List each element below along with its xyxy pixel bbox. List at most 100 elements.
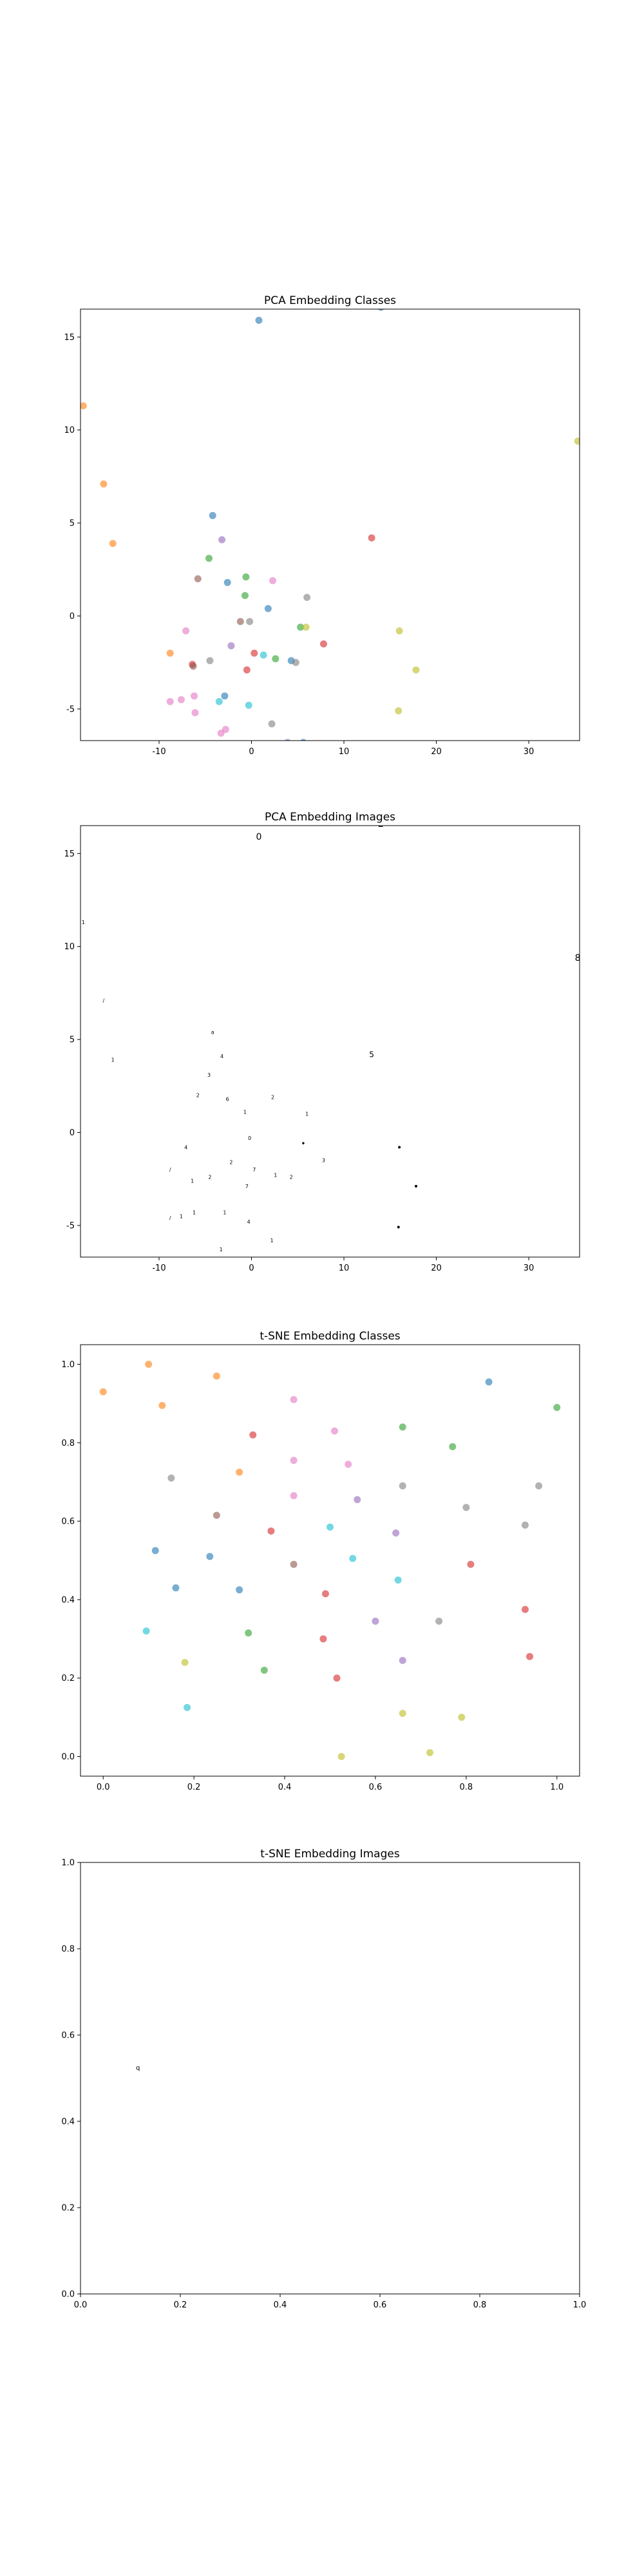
- data-point: [300, 739, 307, 741]
- image-glyph: 1: [274, 1173, 277, 1179]
- data-point: [166, 649, 174, 657]
- y-tick-label: 0.6: [61, 2031, 75, 2041]
- data-point: [399, 1482, 406, 1490]
- chart-title: PCA Embedding Classes: [264, 294, 396, 307]
- plot-frame: [80, 1344, 580, 1777]
- data-point: [399, 1656, 406, 1664]
- image-glyph: 4: [247, 1219, 251, 1225]
- data-point: [236, 1468, 243, 1476]
- y-tick-label: 15: [64, 849, 75, 859]
- data-point: [521, 1521, 529, 1529]
- data-point: [272, 655, 279, 663]
- data-point: [191, 709, 199, 717]
- data-point: [100, 480, 108, 488]
- data-point: [172, 1584, 180, 1592]
- chart-title: PCA Embedding Images: [265, 811, 395, 824]
- data-point: [221, 692, 229, 700]
- y-tick-label: 10: [64, 942, 75, 952]
- data-point: [166, 697, 174, 705]
- data-point: [395, 627, 403, 635]
- data-point: [241, 592, 249, 600]
- y-tick-label: 1.0: [61, 1360, 75, 1370]
- data-point: [302, 623, 310, 631]
- x-tick-label: 30: [524, 1264, 535, 1273]
- x-tick-label: 0: [249, 747, 254, 757]
- data-point: [209, 512, 216, 520]
- image-glyph: /: [103, 998, 105, 1003]
- image-glyph: q: [136, 2065, 140, 2072]
- image-glyph: 7: [245, 1184, 249, 1189]
- image-glyph: 2: [290, 1175, 293, 1180]
- image-glyph: 5: [369, 1050, 374, 1059]
- data-point: [292, 659, 299, 667]
- data-point: [349, 1555, 357, 1562]
- x-tick-label: 0.8: [460, 1783, 473, 1792]
- data-points: [80, 309, 580, 741]
- x-tick-label: 0.4: [274, 2300, 287, 2310]
- data-point: [249, 1431, 257, 1439]
- data-point: [284, 739, 291, 741]
- image-glyph: 0: [248, 1135, 251, 1141]
- x-tick-label: 1.0: [573, 2300, 587, 2310]
- data-point: [269, 577, 277, 585]
- data-point: [194, 575, 202, 583]
- data-point: [167, 1474, 175, 1482]
- data-point: [327, 1523, 334, 1531]
- tsne-images-chart: t-SNE Embedding Images q 0.0 0.2 0.4 0.6 0.8 1.…: [61, 1848, 586, 2310]
- data-point: [158, 1401, 166, 1409]
- data-point: [354, 1496, 361, 1504]
- data-point: [395, 707, 402, 715]
- image-glyph: 1: [301, 1256, 305, 1262]
- y-tick-label: 0.2: [61, 2204, 75, 2213]
- y-tick-label: 5: [70, 519, 75, 529]
- image-glyph: /: [169, 1215, 171, 1221]
- image-glyph: 2: [196, 1093, 200, 1099]
- data-point: [218, 536, 226, 544]
- data-point: [145, 1360, 153, 1368]
- plot-frame: [80, 308, 580, 741]
- data-point: [526, 1653, 533, 1660]
- image-glyph: 1: [191, 1178, 194, 1184]
- image-glyph: 1: [180, 1213, 183, 1219]
- data-point: [368, 534, 375, 542]
- data-point: [321, 1590, 329, 1598]
- data-point: [213, 1511, 220, 1519]
- data-point: [189, 662, 197, 670]
- image-glyph: 4: [220, 1054, 223, 1059]
- image-glyph: 1: [270, 1238, 274, 1244]
- x-tick-label: 10: [339, 747, 350, 757]
- chart-title: t-SNE Embedding Images: [260, 1848, 400, 1861]
- image-glyph: 1: [223, 1209, 226, 1215]
- x-tick-label: 0.0: [97, 1783, 110, 1792]
- data-point: [399, 1710, 406, 1718]
- data-point: [206, 1553, 214, 1560]
- data-point: [242, 573, 250, 581]
- data-points: q: [136, 2065, 140, 2072]
- x-tick-label: 0.2: [174, 2300, 187, 2310]
- image-glyph: 1: [111, 1057, 115, 1063]
- x-tick-label: 0.8: [473, 2300, 487, 2310]
- image-glyph: a: [211, 1029, 214, 1035]
- image-glyph: /: [169, 1167, 171, 1173]
- y-tick-label: 5: [70, 1036, 75, 1045]
- data-point: [435, 1617, 443, 1625]
- x-tick-label: 1.0: [550, 1783, 564, 1792]
- chart-title: t-SNE Embedding Classes: [260, 1330, 400, 1343]
- data-point: [372, 1617, 379, 1625]
- data-point: [267, 1527, 275, 1535]
- y-tick-label: 15: [64, 333, 75, 343]
- image-glyph: •: [397, 1143, 402, 1153]
- data-point: [182, 627, 190, 635]
- x-tick-label: 30: [524, 747, 535, 757]
- x-tick-label: 0.6: [374, 2300, 387, 2310]
- image-glyph: 7: [252, 1167, 256, 1173]
- y-tick-label: 0.6: [61, 1517, 75, 1527]
- image-glyph: 1: [193, 1209, 196, 1215]
- data-point: [290, 1457, 298, 1464]
- x-tick-label: 20: [431, 1264, 442, 1273]
- data-point: [191, 692, 198, 700]
- image-glyph: •: [396, 1223, 401, 1233]
- data-point: [243, 666, 251, 674]
- data-point: [184, 1703, 191, 1711]
- x-tick-label: 0.6: [369, 1783, 383, 1792]
